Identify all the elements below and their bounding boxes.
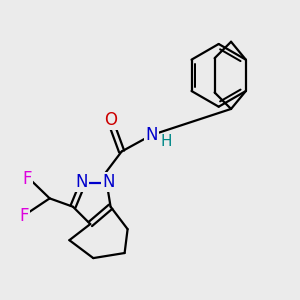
Text: N: N [145,126,158,144]
Text: F: F [19,207,28,225]
Text: N: N [75,173,88,191]
Text: F: F [22,170,32,188]
Text: O: O [104,110,117,128]
Text: H: H [160,134,172,149]
Text: N: N [102,173,114,191]
